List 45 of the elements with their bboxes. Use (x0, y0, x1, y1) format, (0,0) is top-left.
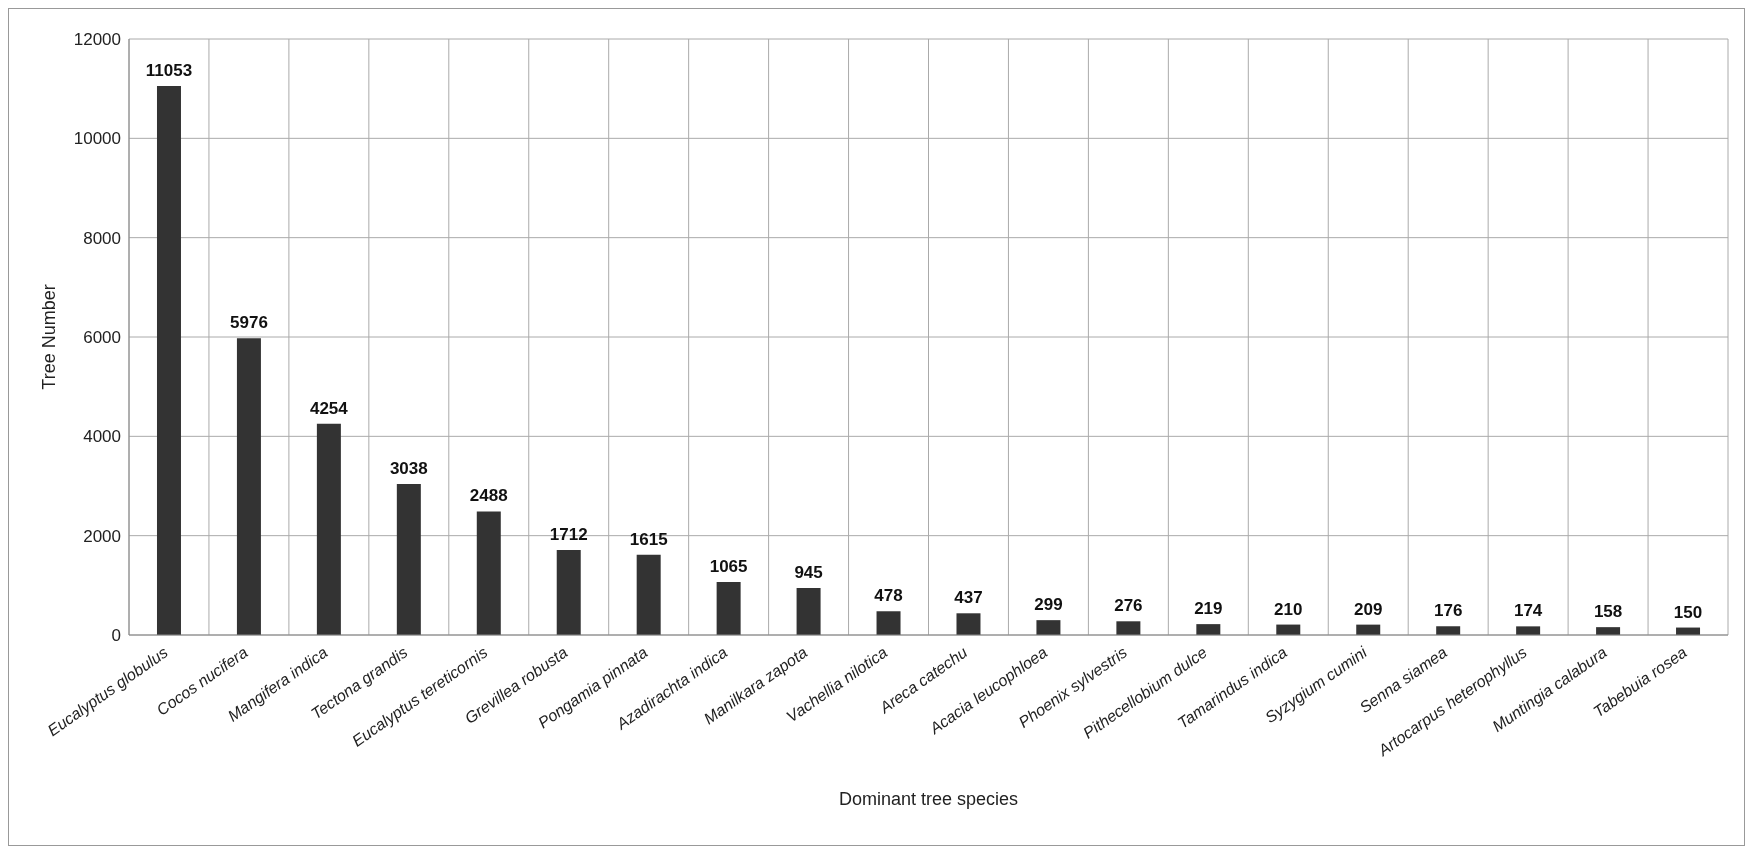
bar (1036, 620, 1061, 635)
y-tick-label: 10000 (73, 129, 121, 149)
bar (1516, 626, 1541, 635)
data-label: 158 (1593, 602, 1623, 622)
y-tick-label: 0 (111, 626, 121, 646)
data-label: 210 (1274, 599, 1303, 619)
data-label: 3038 (389, 459, 428, 479)
data-label: 4254 (309, 398, 349, 418)
data-label: 1065 (709, 557, 748, 577)
bar (956, 613, 981, 635)
y-tick-label: 8000 (83, 228, 121, 248)
data-label: 209 (1354, 599, 1383, 619)
data-label: 11053 (145, 61, 193, 81)
bar (716, 582, 741, 635)
y-axis-title: Tree Number (39, 284, 60, 390)
data-label: 150 (1673, 602, 1703, 622)
data-label: 176 (1433, 601, 1463, 621)
bar (1196, 624, 1221, 635)
data-label: 219 (1194, 599, 1223, 619)
bar (476, 511, 501, 635)
y-tick-label: 4000 (83, 427, 121, 447)
y-tick-label: 12000 (73, 30, 121, 50)
bar (636, 554, 661, 635)
y-tick-label: 6000 (83, 328, 121, 348)
data-label: 5976 (230, 313, 268, 333)
data-label: 276 (1114, 596, 1143, 616)
bar (316, 423, 341, 635)
data-label: 299 (1034, 595, 1063, 615)
bar (156, 86, 181, 635)
bar (1116, 621, 1141, 635)
data-label: 437 (954, 588, 983, 608)
bar (556, 549, 581, 635)
bar (396, 484, 421, 635)
data-label: 1615 (629, 529, 668, 549)
bar (876, 611, 901, 635)
x-axis-title: Dominant tree species (838, 789, 1019, 809)
bar (796, 588, 821, 635)
data-label: 174 (1513, 601, 1543, 621)
y-tick-label: 2000 (83, 526, 121, 546)
bar (1436, 626, 1461, 635)
bar (236, 338, 261, 635)
data-label: 1712 (549, 524, 588, 544)
data-label: 945 (794, 563, 823, 583)
data-label: 2488 (469, 486, 508, 506)
data-label: 478 (874, 586, 903, 606)
